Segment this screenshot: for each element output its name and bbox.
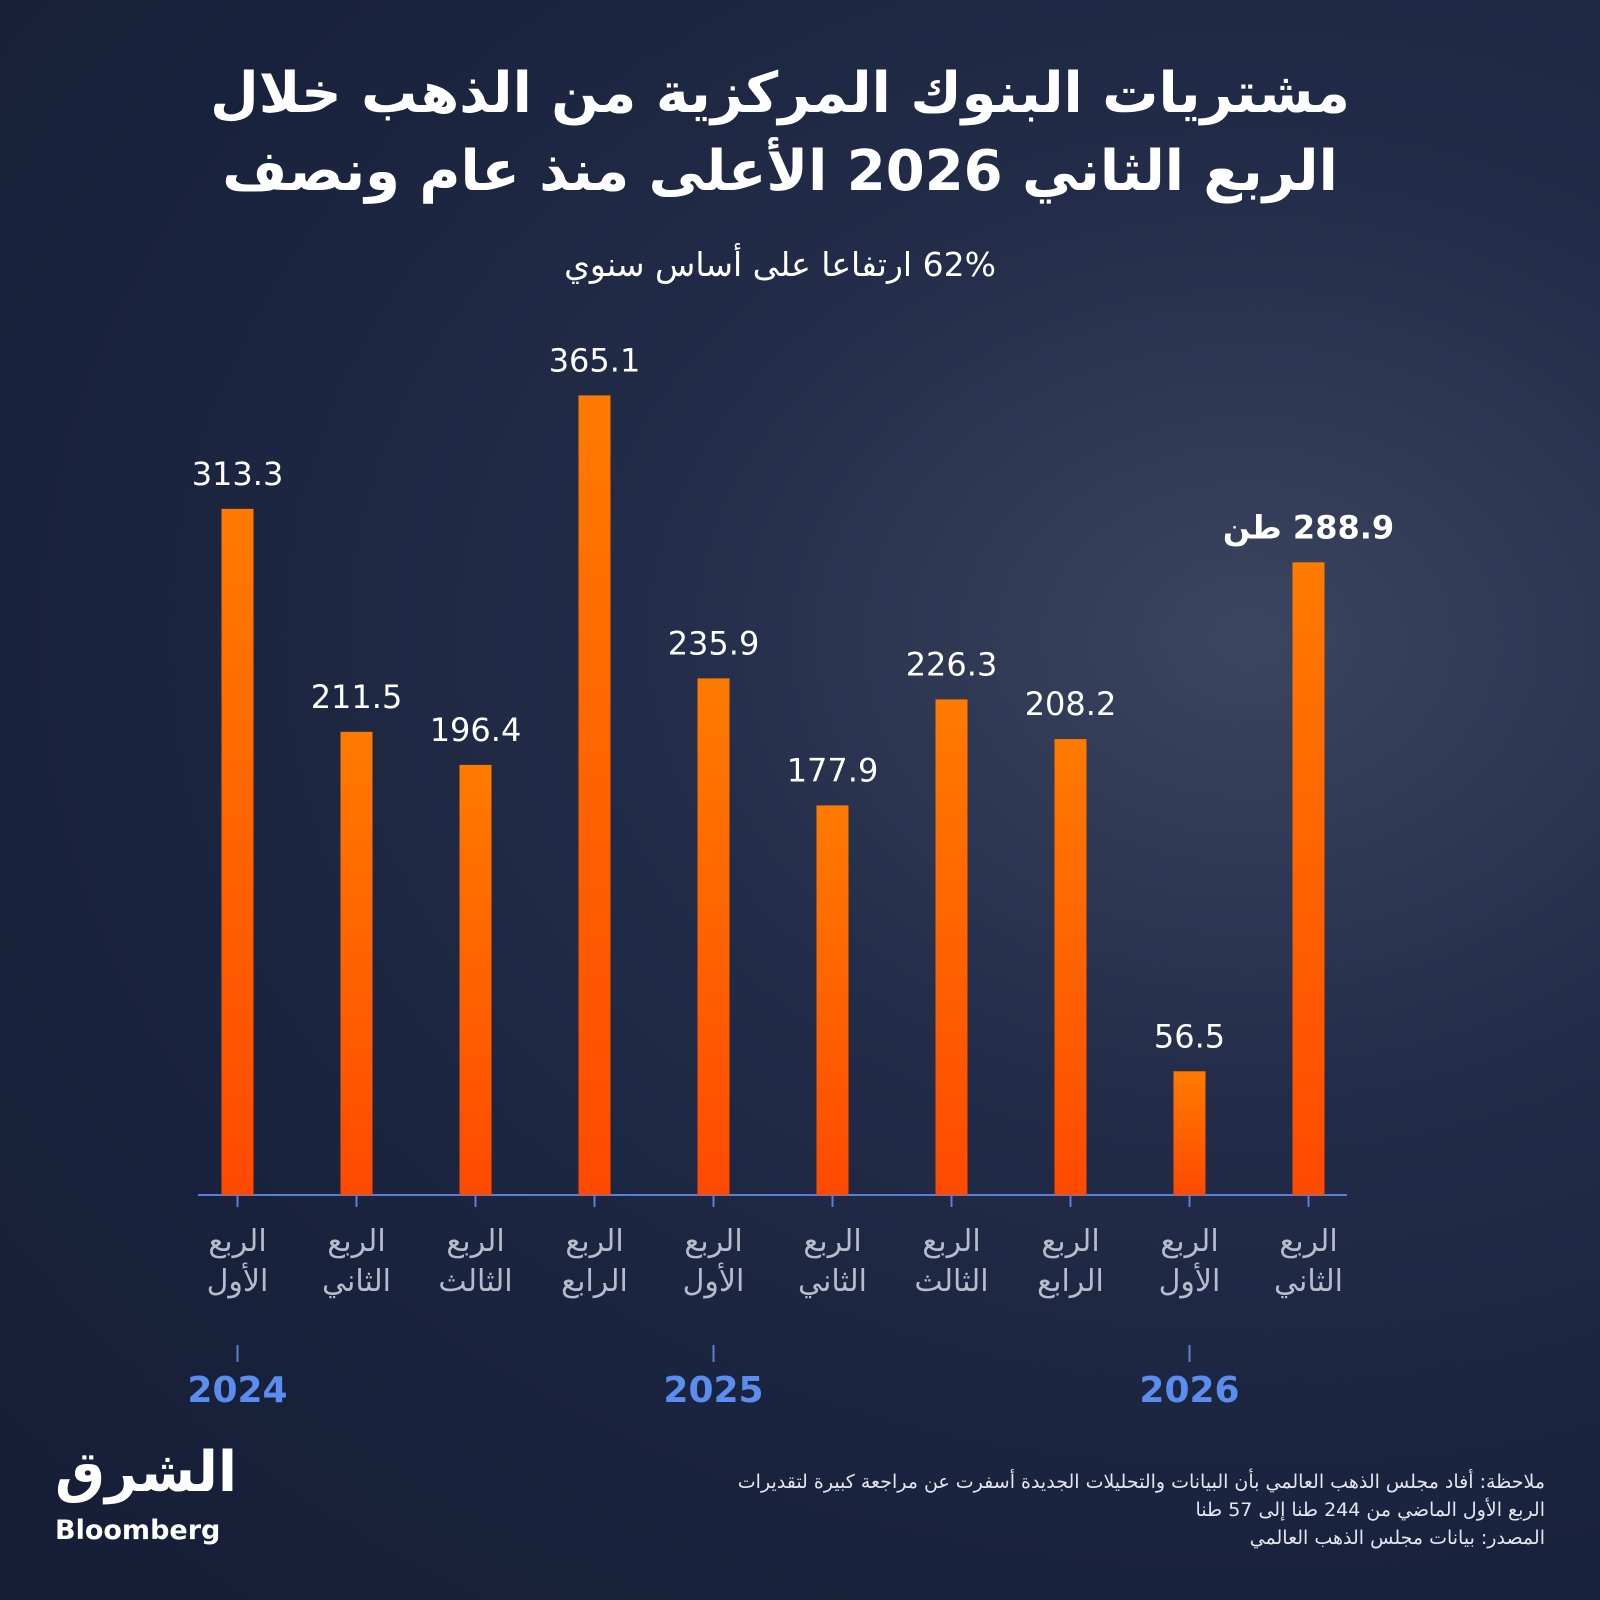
x-tick-label: الربع الرابع bbox=[561, 1224, 628, 1299]
value-label: 226.3 bbox=[906, 645, 998, 683]
bar bbox=[459, 764, 492, 1195]
value-label: 177.9 bbox=[787, 751, 879, 789]
value-label: 208.2 bbox=[1025, 685, 1117, 723]
value-label: 211.5 bbox=[311, 678, 403, 716]
bar bbox=[340, 731, 373, 1195]
value-label: 56.5 bbox=[1154, 1017, 1225, 1055]
bar bbox=[578, 395, 611, 1195]
x-tick-label: الربع الثاني bbox=[797, 1224, 868, 1299]
value-label: 313.3 bbox=[192, 455, 284, 493]
x-tick-label: الربع الأول bbox=[206, 1224, 269, 1299]
value-label: 365.1 bbox=[549, 341, 641, 379]
x-tick-label: الربع الرابع bbox=[1037, 1224, 1104, 1299]
year-label: 2026 bbox=[1139, 1370, 1240, 1411]
x-tick-label: الربع الثالث bbox=[914, 1224, 989, 1299]
year-label: 2025 bbox=[663, 1370, 764, 1411]
bar bbox=[1292, 562, 1325, 1195]
bar bbox=[935, 699, 968, 1195]
chart-title: مشتريات البنوك المركزية من الذهب خلال ال… bbox=[210, 61, 1350, 204]
value-label: 235.9 bbox=[668, 624, 760, 662]
bar bbox=[1054, 739, 1087, 1195]
year-label: 2024 bbox=[187, 1370, 288, 1411]
x-tick-label: الربع الثالث bbox=[438, 1224, 513, 1299]
logo-arabic: الشرق bbox=[55, 1440, 238, 1505]
notes: ملاحظة: أفاد مجلس الذهب العالمي بأن البي… bbox=[715, 1468, 1545, 1552]
bar bbox=[221, 508, 254, 1195]
value-label: 288.9 طن bbox=[1223, 508, 1394, 546]
x-tick-label: الربع الثاني bbox=[1273, 1224, 1344, 1299]
x-tick-label: الربع الأول bbox=[1158, 1224, 1221, 1299]
source: المصدر: بيانات مجلس الذهب العالمي bbox=[1249, 1527, 1545, 1549]
bar bbox=[816, 805, 849, 1195]
x-tick-label: الربع الأول bbox=[682, 1224, 745, 1299]
chart-subtitle: 62% ارتفاعا على أساس سنوي bbox=[564, 245, 996, 284]
value-label: 196.4 bbox=[430, 711, 522, 749]
bar bbox=[697, 678, 730, 1195]
bar bbox=[1173, 1071, 1206, 1195]
note: ملاحظة: أفاد مجلس الذهب العالمي بأن البي… bbox=[737, 1471, 1545, 1521]
logo-english: Bloomberg bbox=[55, 1515, 221, 1546]
x-tick-label: الربع الثاني bbox=[321, 1224, 392, 1299]
